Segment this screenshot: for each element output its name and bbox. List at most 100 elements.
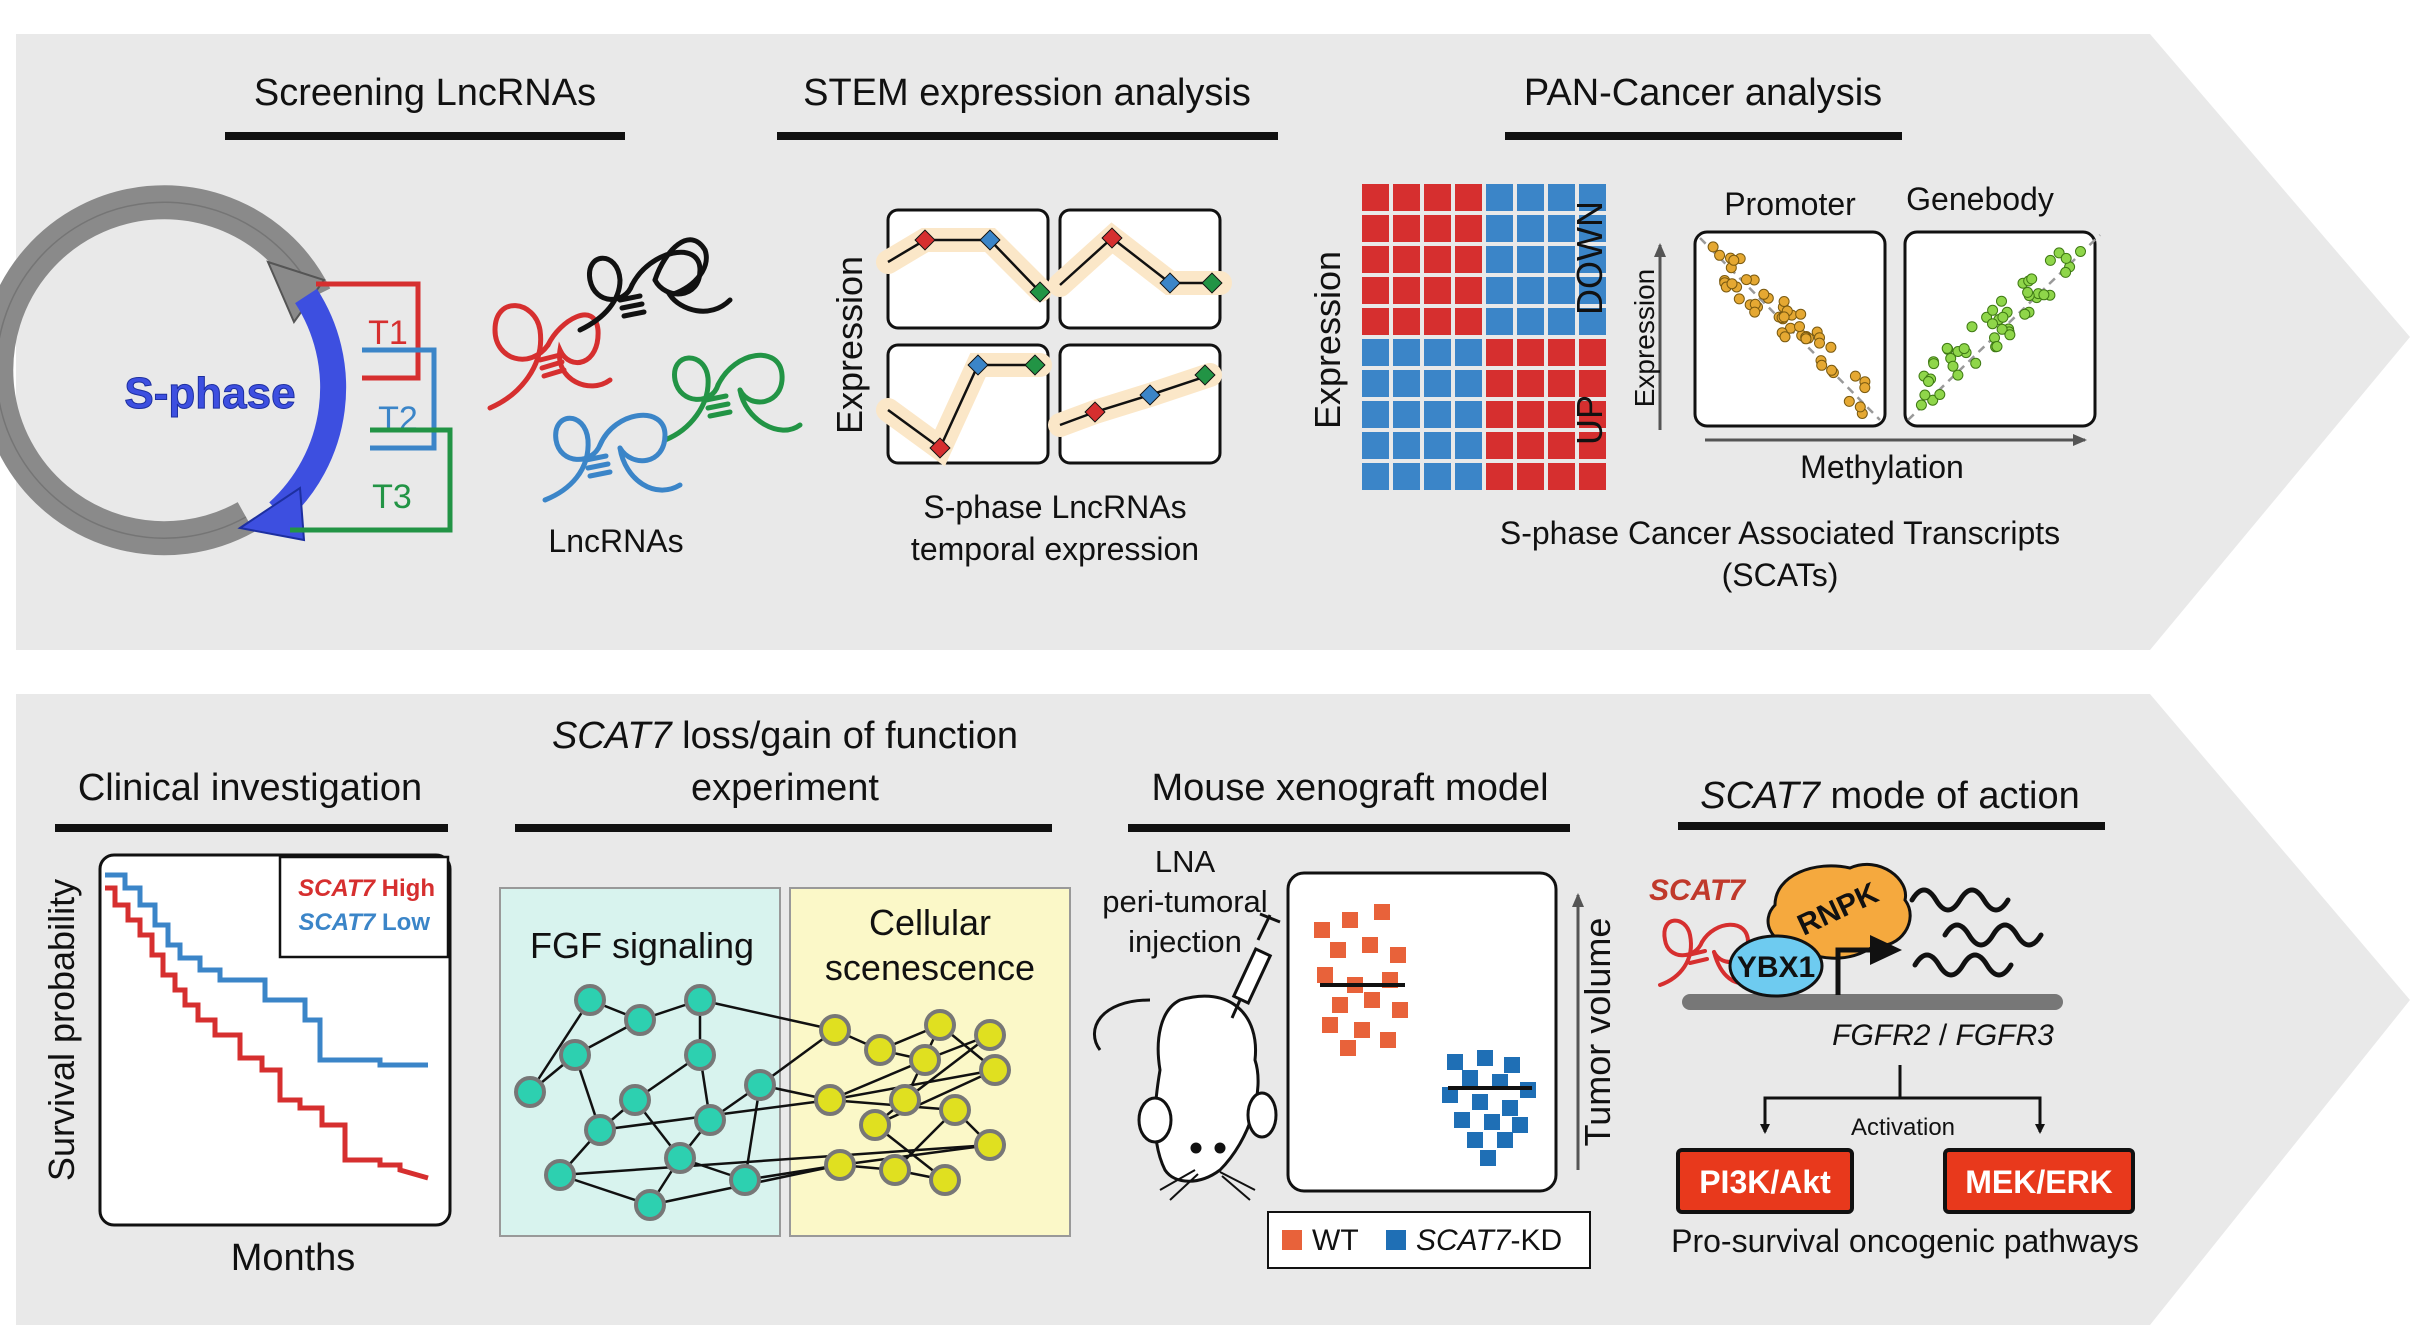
gene-separator: / [1930,1019,1955,1052]
mouse-icon [1093,994,1278,1201]
kd-tumor-point [1454,1112,1470,1128]
heatmap-cell [1548,401,1575,428]
heatmap-cell [1548,215,1575,242]
senescence-node [879,1154,911,1186]
heatmap-cell [1455,308,1482,335]
promoter-dot [1800,333,1812,345]
heatmap-cell [1517,246,1544,273]
heatmap-cell [1579,370,1606,397]
promoter-dot [1758,288,1770,300]
genebody-dot [1996,323,2008,335]
wt-tumor-point [1340,1040,1356,1056]
wt-tumor-point [1314,922,1330,938]
genebody-dot [1941,342,1953,354]
pi3k-akt-label: PI3K/Akt [1699,1164,1831,1200]
genebody-dot [1947,360,1959,372]
network-edge [528,999,592,1093]
s-phase-label: S-phase [124,369,295,418]
survival-legend [278,855,450,959]
wt-tumor-point [1392,1002,1408,1018]
syringe-icon [1230,912,1281,1019]
senescence-node [974,1129,1006,1161]
genebody-dot [1970,357,1982,369]
lncrna-black-icon [577,237,733,333]
heatmap-y-label: Expression [1307,251,1348,429]
scats-caption-line1: S-phase Cancer Associated Transcripts [1500,515,2060,551]
network-edge [829,1058,926,1102]
genebody-dot [1987,304,1999,316]
top-panel: Screening LncRNAs STEM expression analys… [0,34,2410,650]
heatmap-cell [1424,308,1451,335]
heatmap-cell [1362,308,1389,335]
methylation-x-label: Methylation [1800,449,1964,485]
wt-tumor-point [1390,947,1406,963]
legend-high-rest: High [375,875,435,902]
stem-caption-line1: S-phase LncRNAs [923,489,1186,525]
fgf-node [544,1159,576,1191]
promoter-dot [1816,359,1828,371]
heatmap-cell [1393,184,1420,211]
genebody-dots [1915,246,2086,411]
heatmap-cell [1393,339,1420,366]
heatmap-cell [1486,246,1513,273]
senescence-label-line1: Cellular [869,902,991,943]
heatmap-cell [1362,370,1389,397]
mode-title-gene: SCAT7 [1700,775,1822,817]
legend-kd-label: SCAT7-KD [1416,1224,1562,1257]
heatmap-cell [1486,463,1513,490]
methylation-plots: Promoter Genebody Expression Methylation [1629,181,2101,485]
promoter-dot [1849,370,1861,382]
heatmap-cell [1579,215,1606,242]
promoter-dot [1707,241,1719,253]
fgf-node [684,1039,716,1071]
heatmap-cell [1486,184,1513,211]
senescence-node [864,1034,896,1066]
heatmap-cell [1486,277,1513,304]
promoter-dot [1859,382,1871,394]
heatmap-cell [1517,370,1544,397]
promoter-dot [1778,311,1790,323]
section-title-mouse: Mouse xenograft model [1151,767,1548,809]
network-edge [699,998,836,1032]
stem-profiles: Expression [829,208,1232,567]
lncrnas-label: LncRNAs [548,523,683,559]
senescence-node [819,1014,851,1046]
network-edge [743,1084,762,1181]
heatmap-cell [1393,215,1420,242]
heatmap-cell [1579,246,1606,273]
genebody-dot [1952,369,1964,381]
genebody-dot [1928,358,1940,370]
activation-label: Activation [1851,1114,1955,1141]
legend-wt-swatch [1282,1230,1302,1250]
network-edge [904,1034,991,1101]
senescence-label-line2: scenescence [825,947,1035,988]
stem-y-label: Expression [829,256,870,434]
section-title-function-line1: SCAT7 loss/gain of function [552,715,1018,757]
heatmap-cell [1486,339,1513,366]
heatmap-cell [1517,184,1544,211]
injection-label-line2: peri-tumoral [1102,884,1267,919]
promoter-dot [1779,331,1791,343]
heatmap-cell [1486,215,1513,242]
survival-x-label: Months [231,1237,356,1279]
genebody-dot [1996,295,2007,307]
fgf-node [619,1084,651,1116]
fgf-node [634,1189,666,1221]
promoter-dot [1843,395,1855,407]
heatmap-cell [1548,432,1575,459]
genebody-dot [1966,321,1978,333]
lncrna-green-icon [662,352,803,443]
genebody-dot [2038,289,2050,301]
survival-plot: Survival probability SCAT7 High SCAT7 Lo… [41,853,452,1279]
genebody-dot [2004,329,2016,341]
senescence-node [859,1109,891,1141]
heatmap-cell [1424,432,1451,459]
cycle-grey-arrow [0,185,331,556]
tumor-dots [1314,904,1536,1166]
senescence-node [814,1084,846,1116]
genebody-dot [1987,318,1998,330]
wt-tumor-point [1317,967,1333,983]
mrna-transcripts [1909,887,2044,978]
mode-of-action: SCAT7 RNPK YBX1 FGFR2 / FGFR3 [1649,862,2139,1259]
heatmap-cell [1393,246,1420,273]
